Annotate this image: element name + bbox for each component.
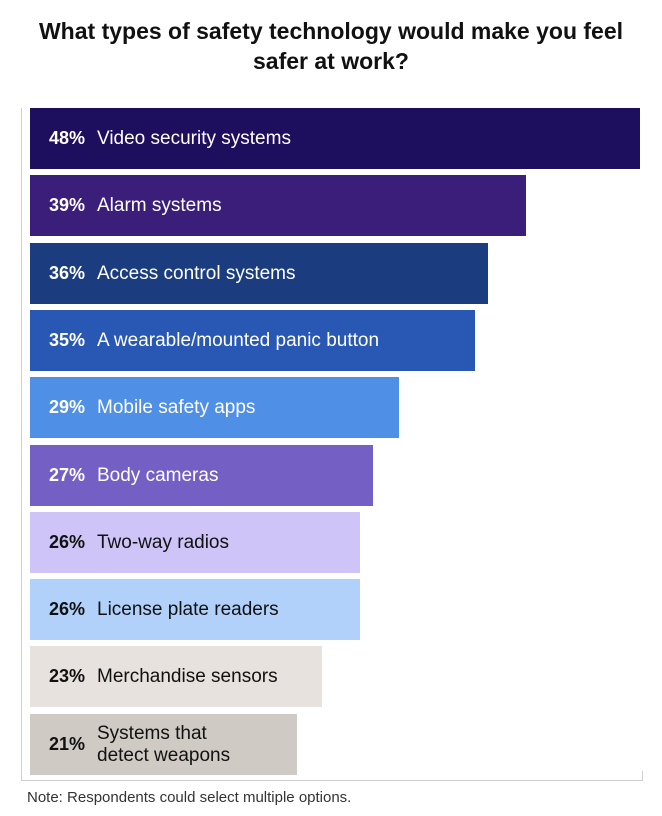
bar-8: 26% License plate readers: [30, 579, 360, 640]
bar-value-label: 23%: [49, 666, 86, 686]
bar-chart: 48% Video security systems 39% Alarm system…: [30, 108, 640, 778]
bar-value-label: 26%: [49, 532, 86, 552]
bar-value-label: 35%: [49, 330, 86, 350]
bar-category-label: Alarm systems: [97, 194, 222, 216]
bar-1: 48% Video security systems: [30, 108, 640, 169]
bar-10: 21% Systems that detect weapons: [30, 714, 297, 775]
bar-category-label: Body cameras: [97, 464, 219, 486]
axis-end-tick: [642, 771, 643, 781]
bar-value-label: 29%: [49, 397, 86, 417]
bar-category-label: Merchandise sensors: [97, 665, 278, 687]
bar-value-label: 48%: [49, 128, 86, 148]
bar-7: 26% Two-way radios: [30, 512, 360, 573]
bar-4: 35% A wearable/mounted panic button: [30, 310, 475, 371]
bar-value-label: 39%: [49, 195, 86, 215]
chart-title: What types of safety technology would ma…: [0, 16, 662, 76]
bar-3: 36% Access control systems: [30, 243, 488, 304]
bar-category-label: Systems that detect weapons: [97, 722, 231, 766]
bar-category-label: A wearable/mounted panic button: [97, 329, 380, 351]
bar-5: 29% Mobile safety apps: [30, 377, 399, 438]
bar-category-label: Mobile safety apps: [97, 396, 256, 418]
chart-frame: [21, 108, 643, 781]
bar-value-label: 26%: [49, 599, 86, 619]
bar-6: 27% Body cameras: [30, 445, 373, 506]
chart-title-line-2: safer at work?: [253, 48, 409, 74]
bar-category-label: License plate readers: [97, 598, 279, 620]
footnote: Note: Respondents could select multiple …: [27, 789, 352, 806]
chart-title-line-1: What types of safety technology would ma…: [38, 18, 624, 44]
bar-category-label: Access control systems: [97, 262, 296, 284]
bar-9: 23% Merchandise sensors: [30, 646, 322, 707]
bar-value-label: 27%: [49, 465, 86, 485]
bar-value-label: 36%: [49, 263, 86, 283]
bar-category-label: Two-way radios: [97, 531, 229, 553]
bar-2: 39% Alarm systems: [30, 175, 526, 236]
bar-category-label: Video security systems: [97, 127, 291, 149]
bar-value-label: 21%: [49, 734, 86, 754]
